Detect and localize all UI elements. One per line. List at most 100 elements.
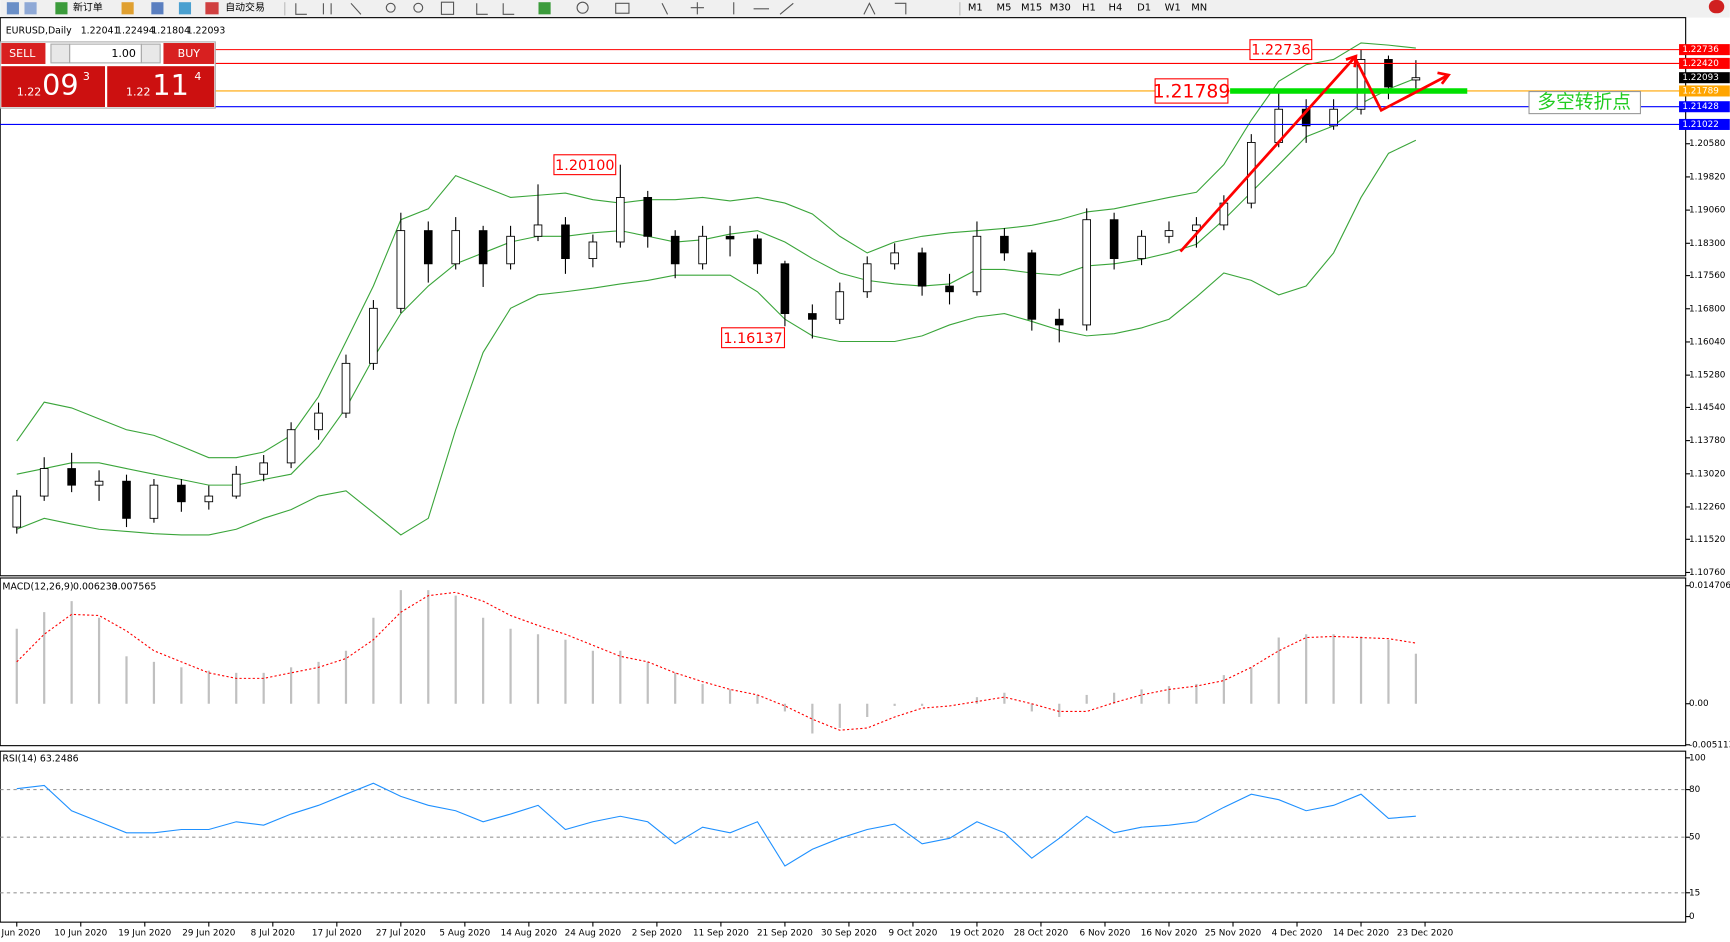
sell-pips[interactable]: 09 [42, 68, 78, 102]
candle-body [177, 484, 186, 503]
tile[interactable] [440, 1, 455, 15]
buy-price-box[interactable] [107, 66, 215, 107]
candle-body [890, 252, 899, 265]
icon[interactable] [205, 2, 219, 15]
timeframe-button[interactable]: W1 [1165, 3, 1181, 14]
zoom-in[interactable] [385, 2, 396, 13]
bollinger-band [16, 139, 1417, 536]
header-high: 1.22494 [116, 25, 155, 36]
tool-icons[interactable] [295, 2, 362, 15]
y-tick-label: 15 [1689, 888, 1700, 898]
icon[interactable] [178, 2, 192, 15]
price-label-bg [1679, 85, 1730, 97]
y-tick-label: -0.005113 [1689, 740, 1730, 750]
buy-big[interactable]: 1.22 [126, 86, 151, 99]
sell-price-box[interactable] [1, 66, 106, 107]
x-tick-label: 23 Dec 2020 [1397, 929, 1454, 939]
timeframe-button[interactable]: M5 [997, 3, 1012, 14]
candle-body [1000, 235, 1009, 254]
sell-label[interactable]: SELL [9, 47, 36, 60]
rsi-last: 63.2486 [40, 753, 79, 764]
x-tick-label: 25 Nov 2020 [1205, 929, 1262, 939]
bollinger-band [16, 42, 1416, 459]
zoom-out[interactable] [413, 2, 424, 13]
icon[interactable] [55, 2, 68, 15]
icon[interactable] [121, 2, 134, 15]
candle-body [917, 252, 927, 287]
candle-body [753, 238, 762, 265]
x-tick-label: 5 Aug 2020 [439, 929, 490, 939]
candle-body [341, 362, 351, 414]
price-label: 1.21789 [1682, 86, 1718, 96]
x-tick-label: 10 Jun 2020 [54, 929, 107, 939]
close-label-bg [1679, 72, 1730, 84]
x-tick-label: 4 Dec 2020 [1272, 929, 1323, 939]
price-annotation-box [721, 327, 786, 349]
x-tick-label: 14 Dec 2020 [1333, 929, 1390, 939]
y-tick-label: 1.13780 [1689, 436, 1726, 446]
timeframe-button[interactable]: M30 [1050, 3, 1071, 14]
timeframe-button[interactable]: M15 [1021, 3, 1042, 14]
candle-body [835, 291, 845, 320]
timeframe-button[interactable]: MN [1191, 3, 1207, 14]
sell-button[interactable] [1, 43, 46, 64]
macd-hist-last: 0.006233 [73, 581, 118, 592]
notification-badge[interactable] [1708, 0, 1725, 14]
tool-icons[interactable] [476, 2, 907, 15]
candle-body [945, 285, 954, 293]
auto-trading-button[interactable]: 自动交易 [225, 1, 265, 14]
timeframes: M1 M5 M15 M30 H1 H4 D1 W1 MN [968, 3, 1207, 14]
rsi-title: RSI(14) [2, 753, 36, 764]
icon[interactable] [6, 2, 19, 15]
price-annotation: 1.22736 [1251, 43, 1310, 59]
timeframe-button[interactable]: D1 [1137, 3, 1151, 14]
candle-body [67, 468, 76, 486]
icon[interactable] [151, 2, 164, 15]
candle-body [1027, 252, 1037, 320]
price-label-bg [1679, 101, 1730, 113]
header-open: 1.22041 [81, 25, 120, 36]
candle-body [808, 313, 817, 320]
icon[interactable] [538, 2, 551, 15]
price-label-bg [1679, 57, 1730, 69]
template[interactable] [615, 2, 630, 14]
candle-body [1054, 318, 1064, 326]
x-tick-label: 11 Sep 2020 [693, 929, 749, 939]
sell-point[interactable]: 3 [83, 70, 90, 83]
y-tick-label: 1.19820 [1689, 172, 1726, 182]
macd-signal-last: 0.007565 [112, 581, 157, 592]
price-annotation: 1.21789 [1153, 82, 1231, 103]
candle-body [972, 235, 982, 293]
y-tick-label: 1.10760 [1689, 568, 1726, 578]
icon[interactable] [24, 2, 37, 15]
lot-value[interactable]: 1.00 [111, 47, 136, 60]
trend-arrow [1179, 54, 1450, 253]
buy-pips[interactable]: 11 [152, 68, 188, 102]
y-tick-label: 1.13020 [1689, 469, 1726, 479]
candle-body [314, 412, 323, 431]
buy-point[interactable]: 4 [194, 70, 201, 83]
y-tick-label: 1.15280 [1689, 371, 1726, 381]
timeframe-button[interactable]: H4 [1109, 3, 1123, 14]
candle-body [1164, 230, 1174, 237]
candle-body [780, 263, 790, 315]
candle-body [149, 484, 159, 519]
candle-body [698, 235, 707, 265]
header-close: 1.22093 [187, 25, 226, 36]
price-annotation-box [1154, 78, 1229, 104]
one-click-trading-panel: SELL 1.00 BUY 1.22 09 3 1.22 11 4 [0, 41, 216, 109]
new-order-button[interactable]: 新订单 [73, 1, 103, 14]
sell-big[interactable]: 1.22 [17, 86, 42, 99]
price-label: 1.22420 [1682, 59, 1719, 69]
buy-label[interactable]: BUY [178, 47, 201, 60]
x-tick-label: 24 Aug 2020 [565, 929, 622, 939]
timeframe-button[interactable]: M1 [968, 3, 983, 14]
timeframe-button[interactable]: H1 [1082, 3, 1096, 14]
x-tick-label: 29 Jun 2020 [182, 929, 235, 939]
buy-button[interactable] [163, 43, 215, 64]
lot-down[interactable] [50, 43, 71, 64]
lot-up[interactable] [140, 43, 161, 64]
candle-body [862, 263, 872, 293]
clock[interactable] [576, 1, 589, 14]
arrow-heads [1345, 54, 1451, 85]
